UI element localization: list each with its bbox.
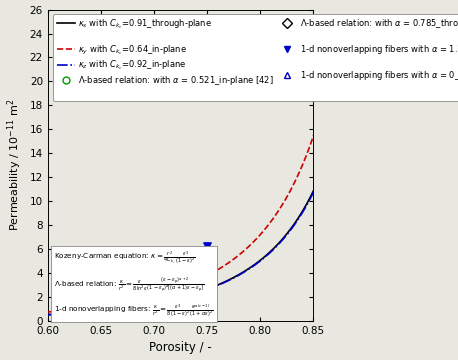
- Point: [97, 302, 104, 308]
- Point: [97, 305, 104, 311]
- Point: [203, 267, 210, 273]
- Point: [97, 298, 104, 304]
- X-axis label: Porosity / -: Porosity / -: [149, 341, 212, 355]
- Point: [97, 315, 104, 321]
- Point: [150, 294, 158, 300]
- Legend: $\kappa_s$ with $C_{k_c}$=0.91_through-plane, , $\kappa_y$ with $C_{k_c}$=0.64_i: $\kappa_s$ with $C_{k_c}$=0.91_through-p…: [53, 14, 458, 101]
- Point: [203, 265, 210, 271]
- Point: [150, 288, 158, 294]
- Text: Kozeny-Carman equation: $\kappa = \frac{r^2}{4C_{k_c}} \frac{\varepsilon^3}{(1-\: Kozeny-Carman equation: $\kappa = \frac{…: [54, 249, 214, 319]
- Point: [203, 243, 210, 248]
- Y-axis label: Permeability / $10^{-11}$ m$^2$: Permeability / $10^{-11}$ m$^2$: [5, 99, 24, 231]
- Point: [150, 295, 158, 301]
- Point: [203, 302, 210, 308]
